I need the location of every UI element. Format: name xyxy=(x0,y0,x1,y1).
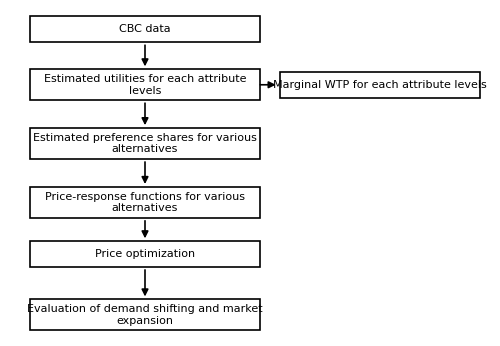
FancyBboxPatch shape xyxy=(30,17,260,43)
Text: Evaluation of demand shifting and market
expansion: Evaluation of demand shifting and market… xyxy=(27,304,263,326)
Text: Marginal WTP for each attribute levels: Marginal WTP for each attribute levels xyxy=(273,80,487,90)
FancyBboxPatch shape xyxy=(30,299,260,330)
Text: Price-response functions for various
alternatives: Price-response functions for various alt… xyxy=(45,192,245,213)
FancyBboxPatch shape xyxy=(30,242,260,267)
Text: Estimated preference shares for various
alternatives: Estimated preference shares for various … xyxy=(33,133,257,154)
FancyBboxPatch shape xyxy=(30,69,260,100)
Text: CBC data: CBC data xyxy=(119,25,171,34)
FancyBboxPatch shape xyxy=(280,72,480,98)
FancyBboxPatch shape xyxy=(30,187,260,218)
FancyBboxPatch shape xyxy=(30,128,260,159)
Text: Price optimization: Price optimization xyxy=(95,249,195,259)
Text: Estimated utilities for each attribute
levels: Estimated utilities for each attribute l… xyxy=(44,74,246,95)
